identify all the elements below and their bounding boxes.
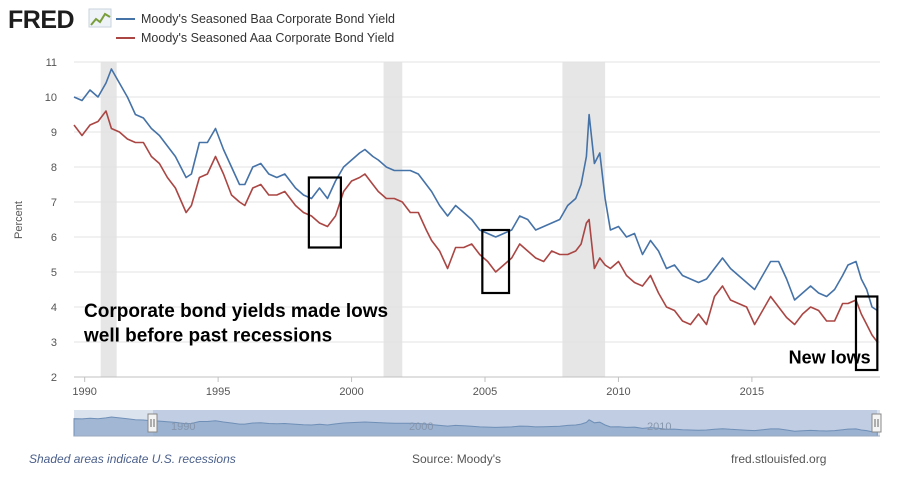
legend-label-aaa: Moody's Seasoned Aaa Corporate Bond Yiel… <box>141 31 394 45</box>
navigator-label: 2000 <box>409 421 433 433</box>
x-tick-label: 1990 <box>72 386 96 398</box>
y-axis-label: Percent <box>13 201 25 239</box>
y-tick-label: 4 <box>51 302 57 314</box>
grid-lines <box>74 61 880 378</box>
annotation-text: well before past recessions <box>83 325 332 346</box>
highlight-boxes <box>307 176 879 372</box>
y-tick-label: 7 <box>51 197 57 209</box>
recession-bands <box>100 62 606 377</box>
annotation-text: New lows <box>789 348 871 368</box>
navigator-label: 2010 <box>647 421 671 433</box>
x-tick-label: 2005 <box>473 386 497 398</box>
x-tick-label: 1995 <box>206 386 230 398</box>
x-tick-label: 2010 <box>606 386 630 398</box>
y-axis-ticks: 2 3 4 5 6 7 8 9 10 11 <box>45 57 57 384</box>
line-chart-icon <box>88 8 112 28</box>
x-tick-label: 2015 <box>740 386 764 398</box>
range-navigator[interactable]: 1990 2000 2010 <box>73 410 882 437</box>
y-tick-label: 6 <box>51 232 57 244</box>
source-note: Source: Moody's <box>412 452 501 466</box>
y-tick-label: 9 <box>51 127 57 139</box>
recession-band <box>100 62 117 377</box>
series-line-aaa <box>73 110 878 343</box>
annotation-text: Corporate bond yields made lows <box>84 301 388 322</box>
highlight-box <box>307 176 342 249</box>
highlight-box <box>481 228 511 295</box>
recession-band <box>383 62 403 377</box>
y-tick-label: 8 <box>51 162 57 174</box>
navigator-right-handle[interactable] <box>871 413 882 433</box>
legend-label-baa: Moody's Seasoned Baa Corporate Bond Yiel… <box>141 12 395 26</box>
recession-note: Shaded areas indicate U.S. recessions <box>29 452 236 466</box>
y-tick-label: 5 <box>51 267 57 279</box>
x-tick-label: 2000 <box>339 386 363 398</box>
navigator-label: 1990 <box>171 421 195 433</box>
highlight-box <box>854 295 879 372</box>
recession-band <box>562 62 606 377</box>
series-lines <box>73 68 878 343</box>
series-line-baa <box>73 68 878 312</box>
y-tick-label: 10 <box>45 92 57 104</box>
x-axis-ticks: 1990 1995 2000 2005 2010 2015 <box>72 377 764 398</box>
annotations: Corporate bond yields made lows well befo… <box>83 301 871 368</box>
y-tick-label: 11 <box>46 57 57 69</box>
fred-logo[interactable]: FRED <box>8 6 75 34</box>
site-link[interactable]: fred.stlouisfed.org <box>731 452 827 466</box>
navigator-area <box>73 416 878 437</box>
navigator-left-handle[interactable] <box>147 413 158 433</box>
y-tick-label: 3 <box>51 337 57 349</box>
legend: Moody's Seasoned Baa Corporate Bond Yiel… <box>116 12 395 45</box>
y-tick-label: 2 <box>51 372 57 384</box>
